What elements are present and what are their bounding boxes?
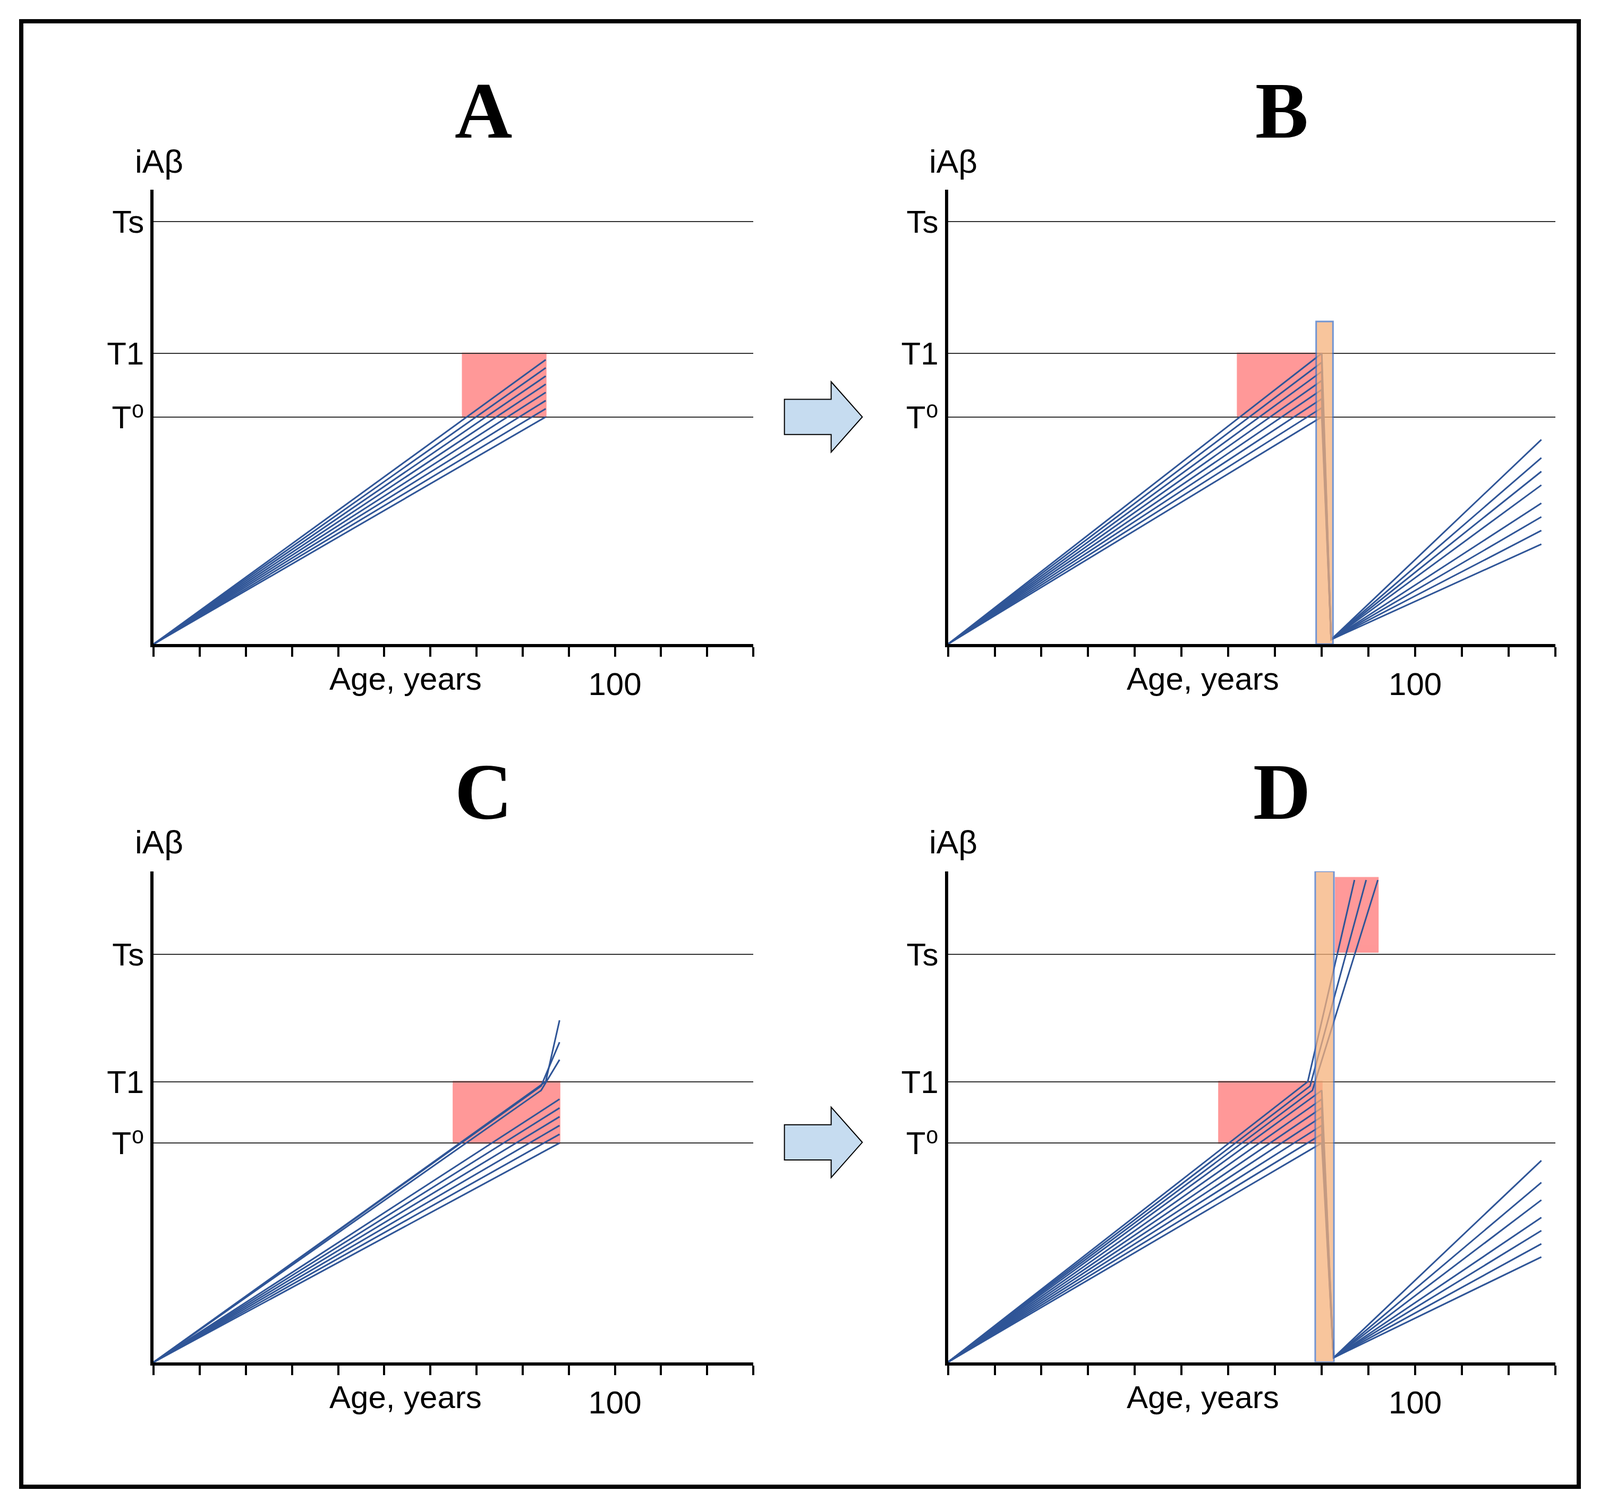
svg-text:D: D — [1253, 747, 1311, 836]
svg-text:T1: T1 — [106, 335, 144, 372]
svg-text:100: 100 — [588, 1384, 642, 1420]
svg-text:Ts: Ts — [906, 936, 939, 973]
svg-text:T1: T1 — [901, 1064, 939, 1100]
svg-text:Age, years: Age, years — [329, 1379, 482, 1415]
svg-text:iAβ: iAβ — [134, 142, 184, 180]
svg-text:Age, years: Age, years — [1126, 660, 1280, 697]
svg-text:T⁰: T⁰ — [112, 399, 145, 436]
svg-text:T1: T1 — [901, 335, 939, 372]
svg-text:T⁰: T⁰ — [906, 1125, 939, 1161]
svg-text:T⁰: T⁰ — [112, 1125, 145, 1161]
svg-text:Age, years: Age, years — [1126, 1379, 1280, 1415]
svg-text:iAβ: iAβ — [929, 142, 978, 180]
svg-text:100: 100 — [1388, 1384, 1442, 1420]
svg-text:Ts: Ts — [112, 203, 144, 240]
svg-text:100: 100 — [1388, 666, 1442, 702]
svg-text:C: C — [454, 747, 513, 836]
svg-text:Ts: Ts — [906, 203, 939, 240]
svg-text:iAβ: iAβ — [134, 823, 184, 861]
svg-text:B: B — [1255, 66, 1309, 155]
svg-text:A: A — [454, 66, 513, 155]
svg-text:T1: T1 — [106, 1064, 144, 1100]
svg-text:100: 100 — [588, 666, 642, 702]
svg-text:T⁰: T⁰ — [906, 399, 939, 436]
svg-text:Age, years: Age, years — [329, 660, 482, 697]
svg-text:iAβ: iAβ — [929, 823, 978, 861]
svg-text:Ts: Ts — [112, 936, 144, 973]
